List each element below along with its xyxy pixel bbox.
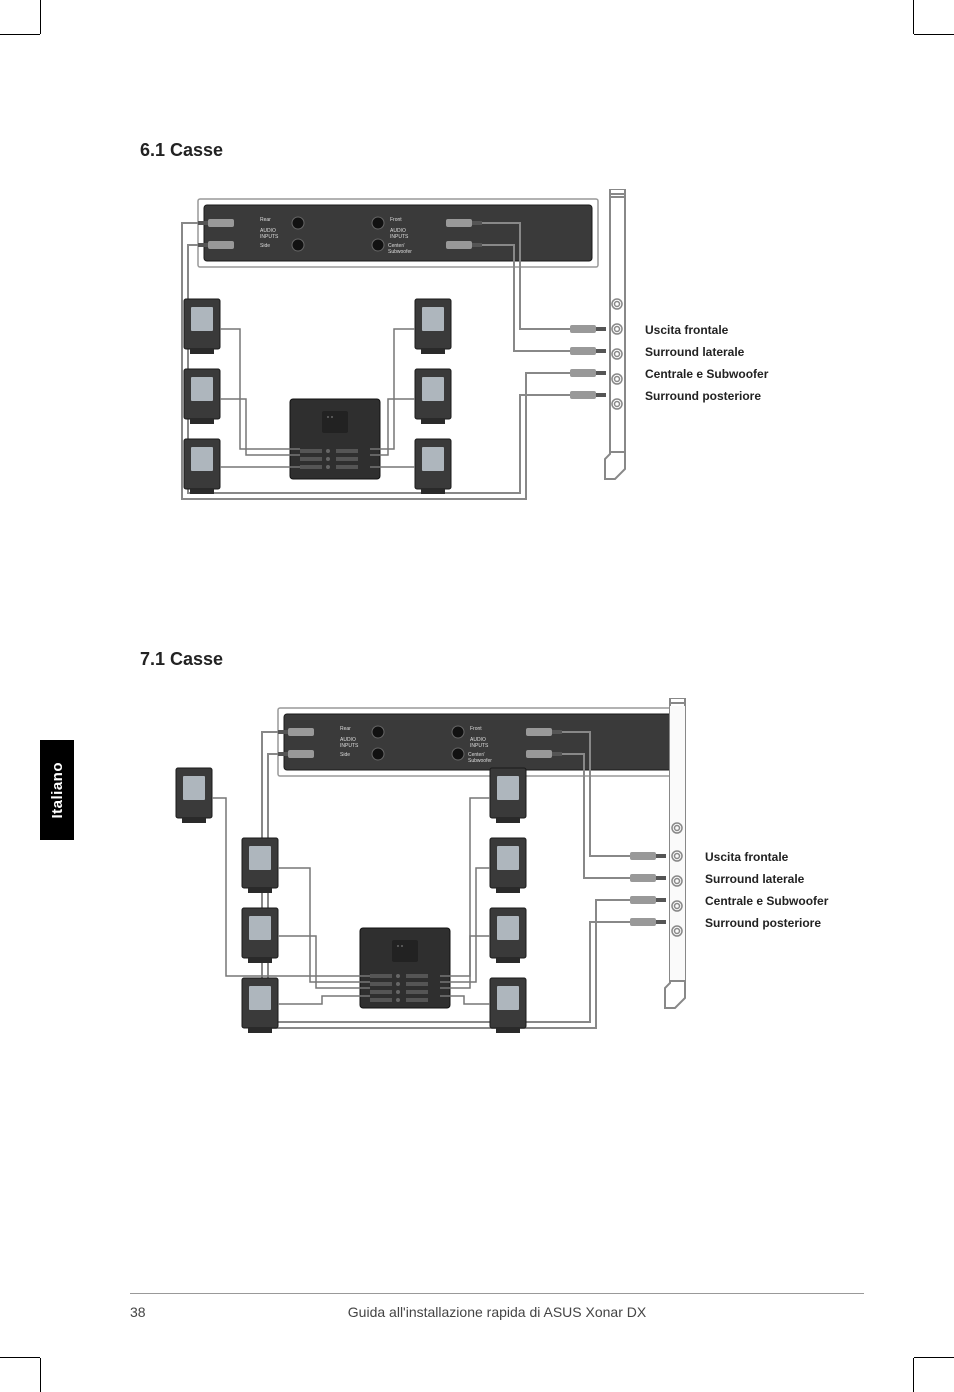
label-center-sub: Centrale e Subwoofer bbox=[705, 890, 828, 912]
crop-mark bbox=[913, 1358, 914, 1392]
language-tab-label: Italiano bbox=[49, 762, 66, 819]
crop-mark bbox=[914, 1357, 954, 1358]
svg-text:Side: Side bbox=[340, 752, 350, 758]
crop-mark bbox=[0, 1357, 40, 1358]
svg-text:INPUTS: INPUTS bbox=[340, 743, 359, 749]
svg-text:Side: Side bbox=[260, 243, 270, 249]
document-page: Italiano 6.1 Casse Rear Side Fr bbox=[0, 0, 954, 1392]
section-heading: 6.1 Casse bbox=[140, 140, 880, 161]
svg-text:INPUTS: INPUTS bbox=[260, 234, 279, 240]
output-labels: Uscita frontale Surround laterale Centra… bbox=[645, 319, 768, 407]
svg-text:Front: Front bbox=[470, 726, 482, 732]
language-tab: Italiano bbox=[40, 740, 74, 840]
diagram-7-1: Rear Side Front Center/ Subwoofer AUDIOI… bbox=[170, 698, 850, 1048]
diagram-6-1: Rear Side Front Center/ Subwoofer AUDIOI… bbox=[170, 189, 850, 519]
diagram-svg: Rear Side Front Center/ Subwoofer AUDIOI… bbox=[170, 698, 690, 1048]
label-front-out: Uscita frontale bbox=[645, 319, 768, 341]
output-labels: Uscita frontale Surround laterale Centra… bbox=[705, 846, 828, 934]
page-footer: 38 Guida all'installazione rapida di ASU… bbox=[130, 1293, 864, 1320]
label-rear-surround: Surround posteriore bbox=[645, 385, 768, 407]
diagram-svg: Rear Side Front Center/ Subwoofer AUDIOI… bbox=[170, 189, 630, 519]
crop-mark bbox=[914, 34, 954, 35]
label-rear-surround: Surround posteriore bbox=[705, 912, 828, 934]
svg-text:Subwoofer: Subwoofer bbox=[468, 758, 492, 764]
label-side-surround: Surround laterale bbox=[705, 868, 828, 890]
svg-text:Rear: Rear bbox=[260, 217, 271, 223]
footer-title: Guida all'installazione rapida di ASUS X… bbox=[130, 1304, 864, 1320]
label-center-sub: Centrale e Subwoofer bbox=[645, 363, 768, 385]
crop-mark bbox=[40, 1358, 41, 1392]
svg-text:Front: Front bbox=[390, 217, 402, 223]
label-side-surround: Surround laterale bbox=[645, 341, 768, 363]
section-heading: 7.1 Casse bbox=[140, 649, 880, 670]
section-6-1: 6.1 Casse Rear Side Front Center/ S bbox=[140, 140, 880, 519]
main-content: 6.1 Casse Rear Side Front Center/ S bbox=[140, 140, 880, 1048]
label-front-out: Uscita frontale bbox=[705, 846, 828, 868]
svg-text:Rear: Rear bbox=[340, 726, 351, 732]
svg-text:Subwoofer: Subwoofer bbox=[388, 249, 412, 255]
svg-text:INPUTS: INPUTS bbox=[390, 234, 409, 240]
section-7-1: 7.1 Casse Rear Side Front Center/ Subwoo… bbox=[140, 649, 880, 1048]
crop-mark bbox=[40, 0, 41, 34]
crop-mark bbox=[913, 0, 914, 34]
svg-text:INPUTS: INPUTS bbox=[470, 743, 489, 749]
crop-mark bbox=[0, 34, 40, 35]
